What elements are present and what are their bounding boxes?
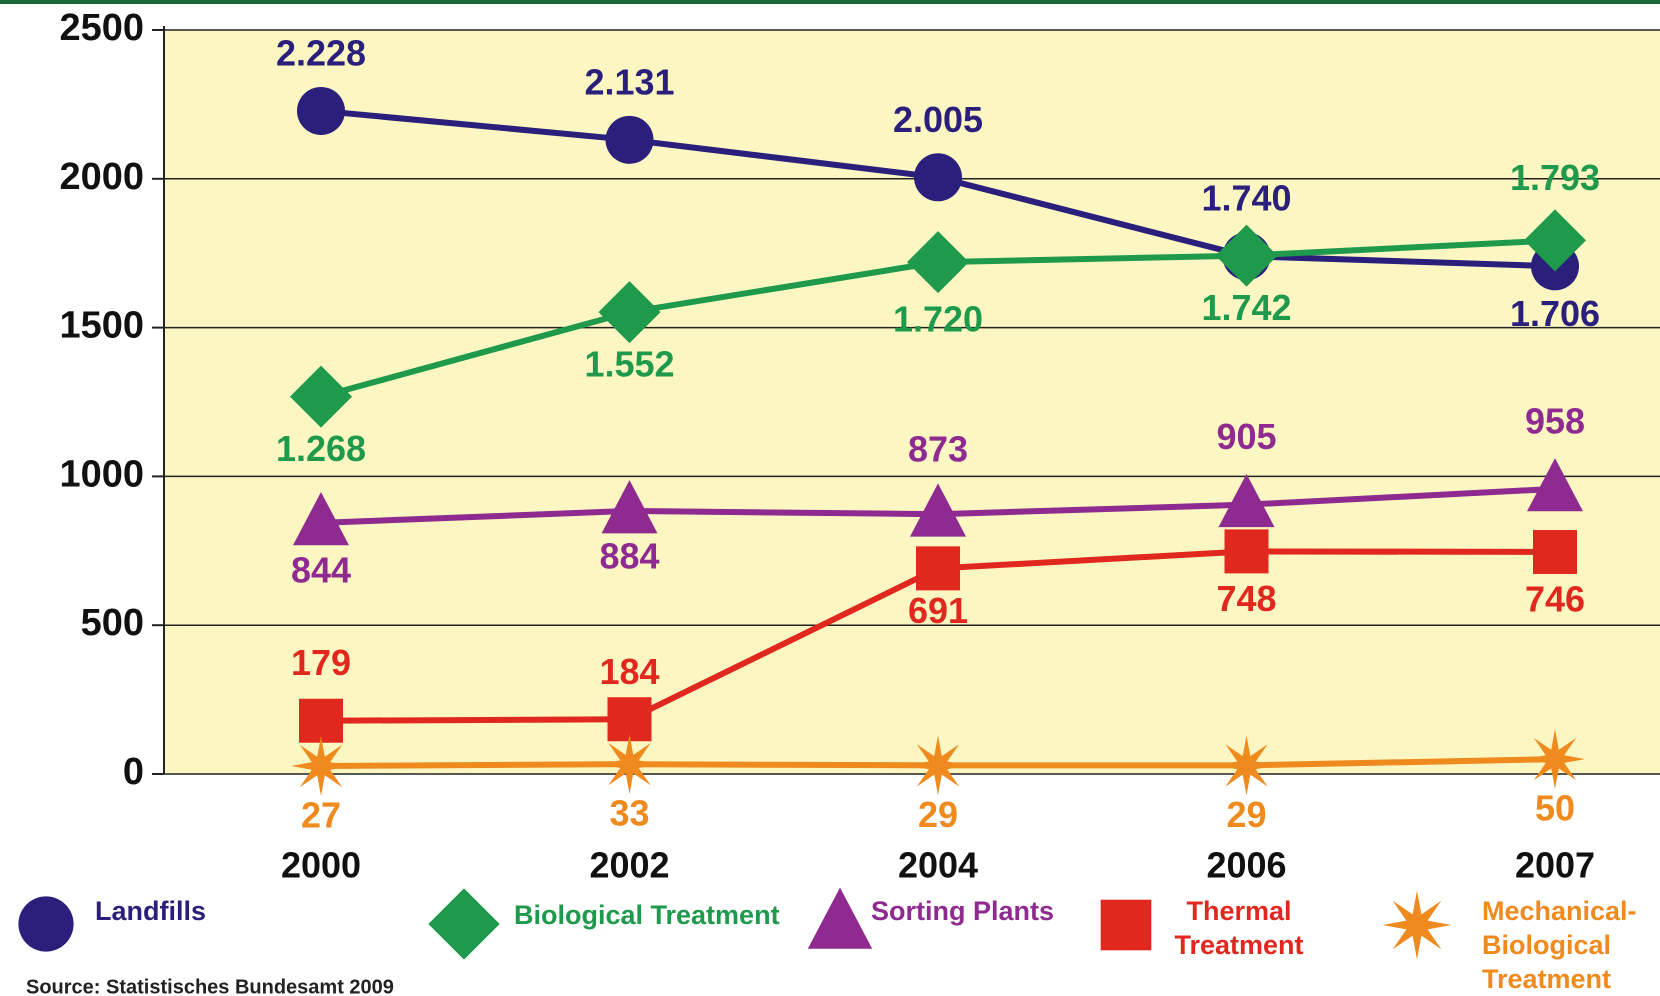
marker [291,736,351,796]
data-label: 905 [1216,416,1276,457]
marker [607,697,652,742]
legend-label: Biological Treatment [514,900,780,930]
marker [1215,224,1278,287]
marker [297,86,345,135]
data-label: 29 [1226,794,1266,835]
marker [1524,209,1586,272]
y-tick-label: 2500 [59,7,144,49]
data-label: 33 [609,793,649,834]
marker [601,480,658,534]
data-label: 1.720 [893,299,983,340]
marker [916,546,960,591]
marker [1224,529,1269,574]
marker [290,365,352,428]
data-label: 1.552 [584,344,674,385]
marker [1527,458,1583,512]
marker [293,492,349,546]
marker [910,483,966,537]
marker [605,115,654,164]
data-label: 2.228 [276,32,366,73]
x-tick-label: 2002 [589,845,669,886]
marker [18,896,74,952]
legend-label: Sorting Plants [871,896,1054,926]
data-label: 2.131 [584,61,674,102]
legend-label: Landfills [95,896,206,926]
x-tick-label: 2007 [1515,845,1595,886]
data-label: 748 [1216,578,1276,619]
legend-label: Mechanical-Biological Treatment [1482,896,1637,994]
marker [1382,890,1452,960]
y-tick-label: 500 [81,602,144,644]
y-tick-label: 1500 [59,305,144,347]
y-tick-label: 1000 [59,453,144,495]
marker [1218,473,1275,528]
data-label: 184 [599,651,659,692]
marker [914,153,962,202]
marker [907,231,969,294]
data-label: 844 [291,549,351,590]
y-tick-label: 0 [123,751,144,793]
legend-label: Thermal Treatment [1174,896,1303,960]
marker [1216,735,1277,796]
y-tick-label: 2000 [59,156,144,198]
x-tick-label: 2004 [898,845,978,886]
marker [598,281,661,344]
marker [1533,529,1577,574]
data-label: 1.268 [276,428,366,469]
marker [1100,899,1152,951]
marker [599,734,660,795]
x-tick-label: 2000 [281,845,361,886]
data-label: 27 [301,794,341,835]
marker [428,888,500,960]
marker [1525,729,1585,790]
data-label: 746 [1525,579,1585,620]
data-label: 958 [1525,400,1585,441]
x-tick-label: 2006 [1206,845,1286,886]
data-label: 179 [291,642,351,683]
data-label: 1.793 [1510,157,1600,198]
data-label: 691 [908,590,968,631]
data-label: 1.740 [1201,178,1291,219]
marker [299,698,343,743]
plot-area [164,30,1660,774]
marker [807,887,873,949]
data-label: 873 [908,429,968,470]
marker [908,735,968,796]
data-label: 1.706 [1510,293,1600,334]
data-label: 1.742 [1201,287,1291,328]
data-label: 884 [599,535,659,576]
source: Source: Statistisches Bundesamt 2009 [26,976,394,996]
data-label: 29 [918,794,958,835]
data-label: 2.005 [893,99,983,140]
data-label: 50 [1535,788,1575,829]
